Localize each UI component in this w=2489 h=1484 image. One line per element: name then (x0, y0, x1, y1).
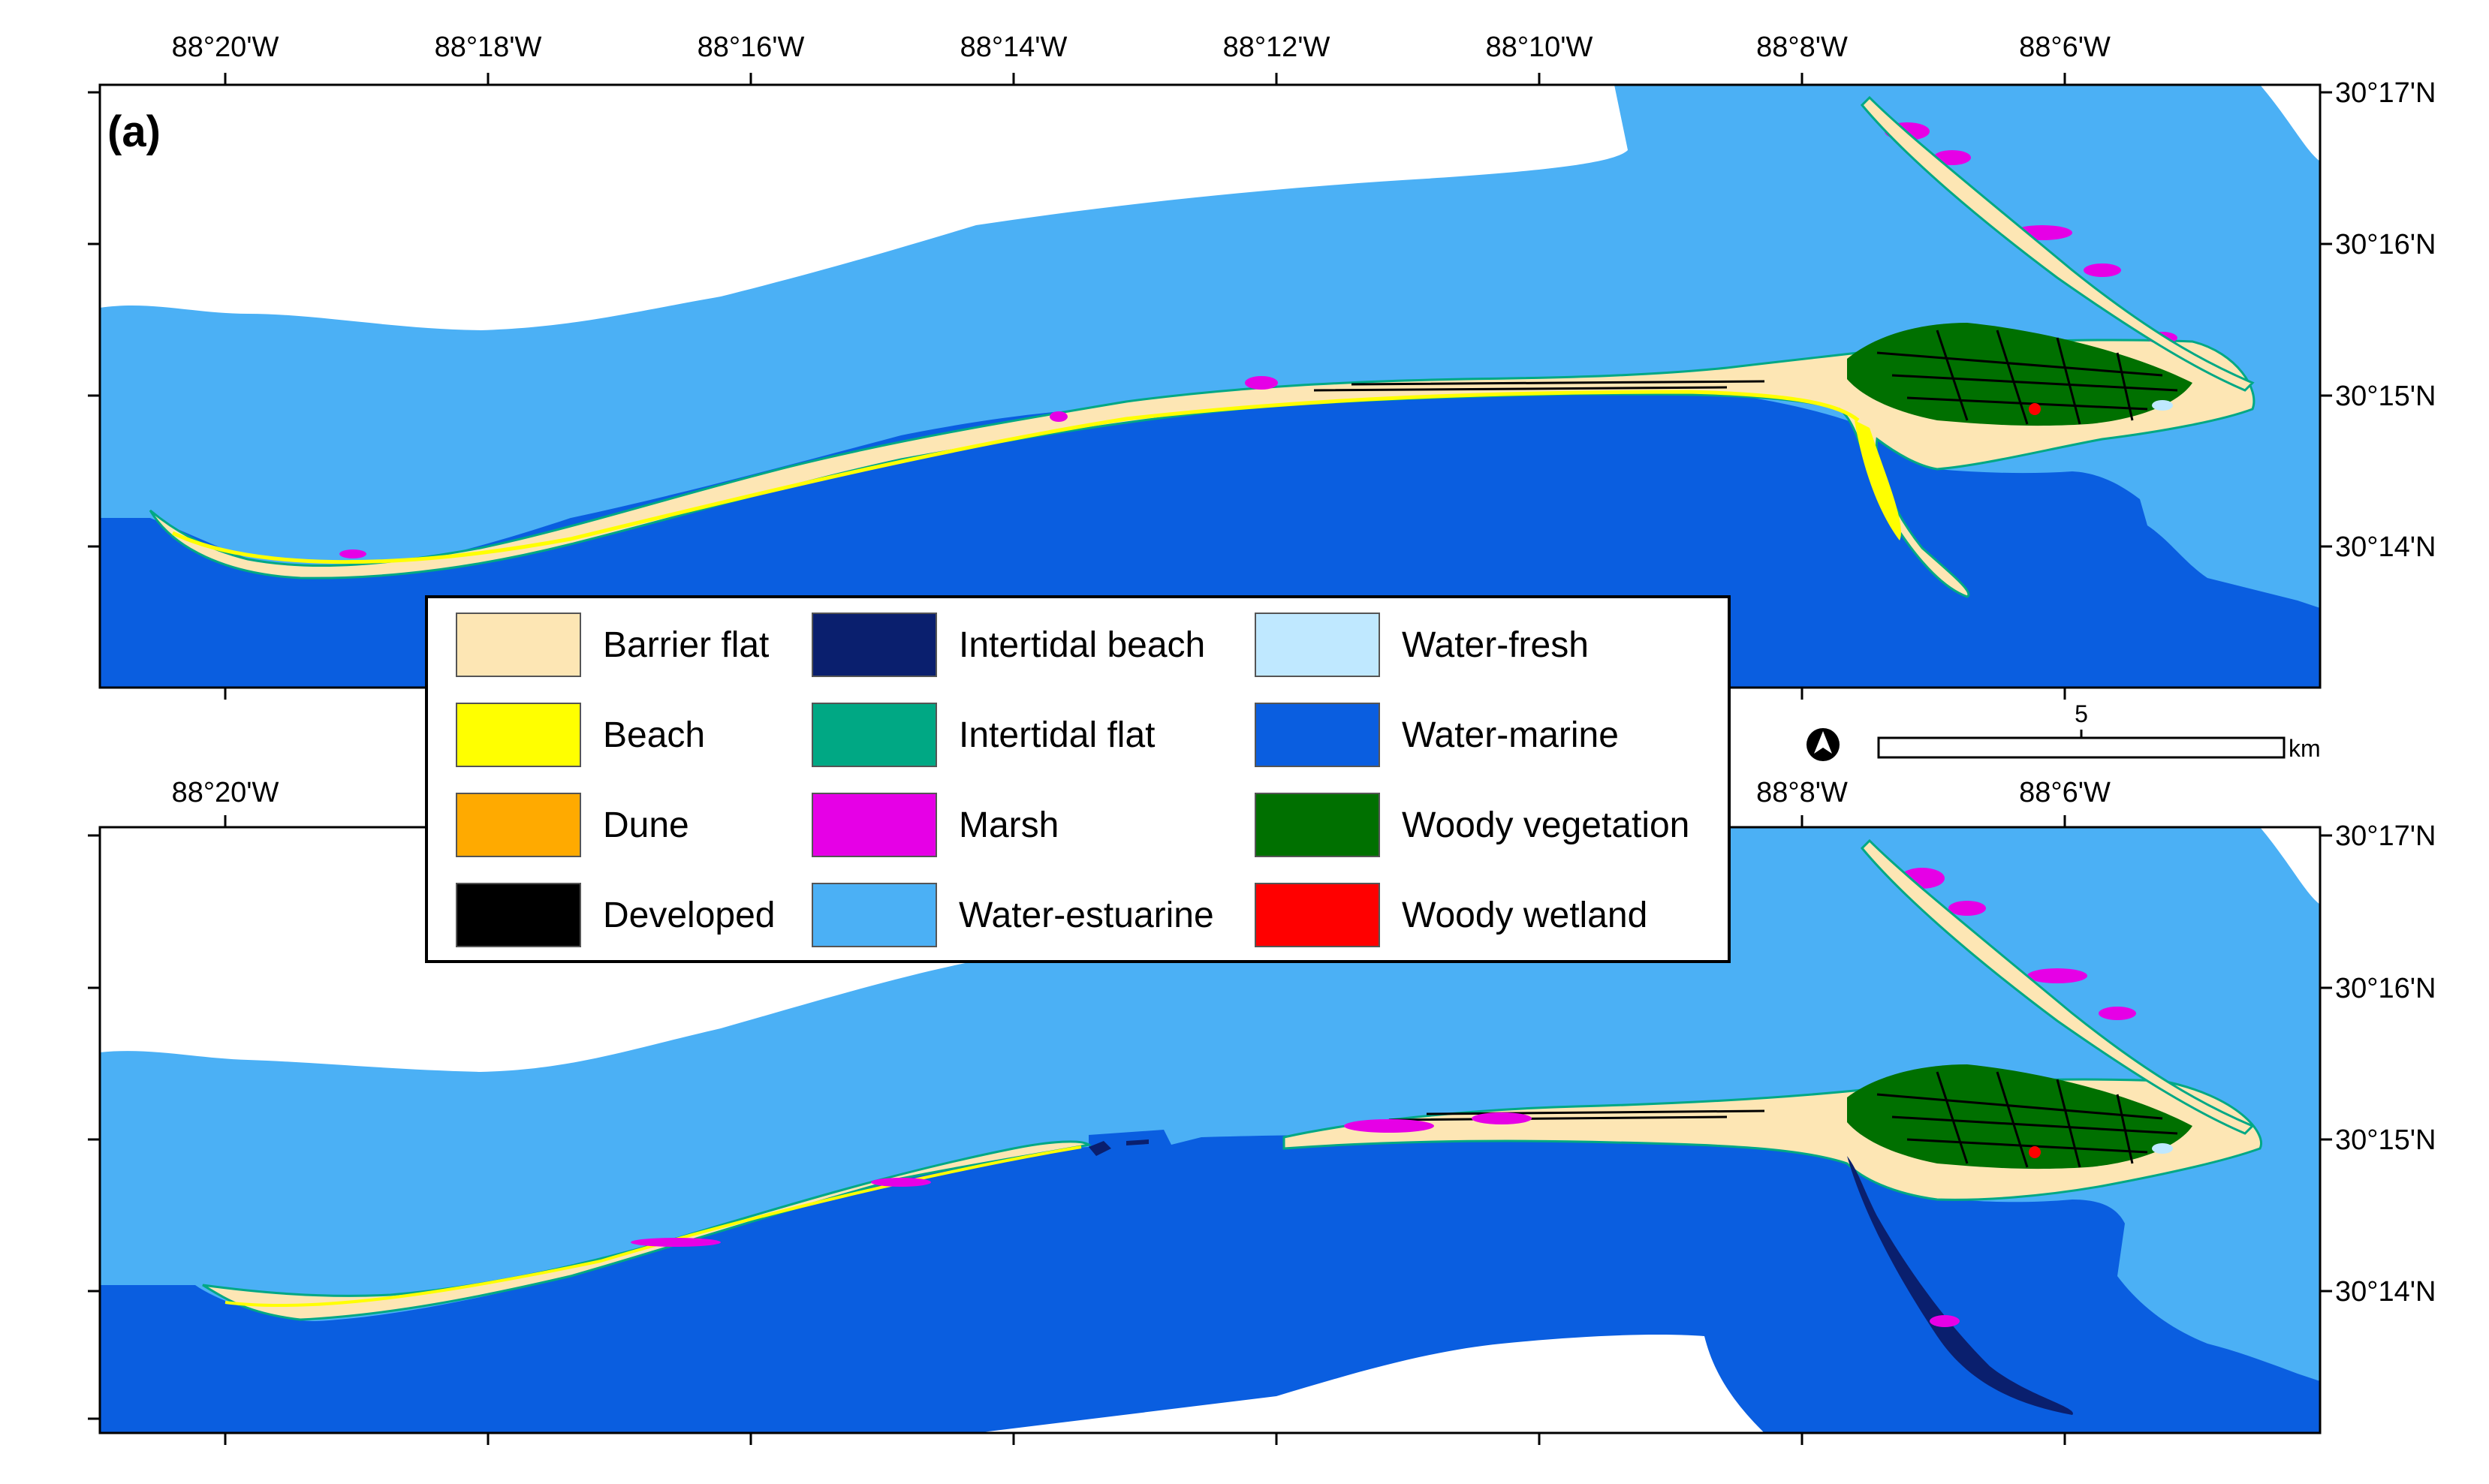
lat-label: 30°14'N (2335, 531, 2436, 563)
lat-label: 30°17'N (2335, 820, 2436, 852)
legend-swatch (812, 883, 937, 947)
legend-label: Dune (603, 805, 689, 845)
legend-swatch (456, 613, 581, 677)
lon-labels-b: 88°20'W 88°8'W 88°6'W (172, 777, 2111, 808)
legend-swatch (1255, 793, 1380, 857)
axis-ticks-b (88, 815, 2332, 1445)
lat-label: 30°16'N (2335, 229, 2436, 260)
scale-bar: 5 km (1877, 700, 2321, 762)
scale-bar-value: 5 (2075, 700, 2088, 727)
lon-label: 88°8'W (1756, 32, 1848, 63)
intertidal-beach-west-b (1089, 1139, 1149, 1156)
lat-label: 30°17'N (2335, 77, 2436, 109)
developed-areas-a (1313, 330, 2178, 425)
legend-swatch (456, 883, 581, 947)
water-fresh-pond-a (2152, 400, 2173, 411)
woody-wetland-patch-a (2029, 403, 2041, 415)
legend-label: Beach (603, 715, 705, 755)
legend-swatch (1255, 703, 1380, 767)
water-marine-region (100, 1130, 2320, 1433)
legend-label: Water-fresh (1402, 625, 1589, 665)
map-legend: Barrier flat Beach Dune Developed Intertidal… (425, 595, 1731, 963)
legend-label: Developed (603, 896, 776, 935)
woody-vegetation-b (1847, 1064, 2192, 1169)
lon-label: 88°10'W (1486, 32, 1593, 63)
legend-label: Woody wetland (1402, 896, 1647, 935)
north-arrow-icon (1806, 728, 1840, 761)
legend-label: Water-estuarine (959, 896, 1214, 935)
legend-swatch (456, 703, 581, 767)
intertidal-beach-spit-b (1847, 1156, 2073, 1415)
lat-label: 30°14'N (2335, 1276, 2436, 1308)
legend-label: Intertidal beach (959, 625, 1205, 665)
beach-spit-a (1855, 420, 1901, 540)
water-fresh-pond-b (2152, 1143, 2173, 1154)
lat-label: 30°16'N (2335, 973, 2436, 1004)
lat-labels-b: 30°17'N 30°16'N 30°15'N 30°14'N (2335, 820, 2436, 1308)
panel-label: (a) (107, 107, 161, 156)
lon-label: 88°6'W (2019, 32, 2111, 63)
legend-swatch (456, 793, 581, 857)
woody-wetland-patch-b (2029, 1146, 2041, 1158)
legend-swatch (812, 613, 937, 677)
lon-label: 88°16'W (698, 32, 805, 63)
legend-label: Barrier flat (603, 625, 769, 665)
lon-labels-a: 88°20'W 88°18'W 88°16'W 88°14'W 88°12'W … (172, 32, 2111, 63)
lon-label: 88°14'W (960, 32, 1068, 63)
legend-label: Woody vegetation (1402, 805, 1689, 845)
northern-peninsula-a (1860, 95, 2255, 392)
beach-strip-a (171, 390, 1860, 564)
lon-label: 88°12'W (1223, 32, 1330, 63)
legend-swatch (1255, 613, 1380, 677)
lon-label: 88°20'W (172, 777, 279, 808)
legend-box (425, 595, 1731, 963)
scale-bar-unit: km (2289, 735, 2321, 762)
legend-swatch (812, 793, 937, 857)
lon-label: 88°18'W (435, 32, 542, 63)
lon-label: 88°8'W (1756, 777, 1848, 808)
developed-areas-b (1388, 1071, 2178, 1168)
northern-peninsula-b (1860, 838, 2255, 1135)
lon-label: 88°20'W (172, 32, 279, 63)
legend-swatch (1255, 883, 1380, 947)
legend-label: Water-marine (1402, 715, 1619, 755)
lat-labels-a: 30°17'N 30°16'N 30°15'N 30°14'N (2335, 77, 2436, 563)
beach-strip-b (224, 1145, 1082, 1308)
lat-label: 30°15'N (2335, 1124, 2436, 1156)
lat-label: 30°15'N (2335, 381, 2436, 412)
lon-label: 88°6'W (2019, 777, 2111, 808)
legend-swatch (812, 703, 937, 767)
legend-label: Intertidal flat (959, 715, 1155, 755)
legend-label: Marsh (959, 805, 1059, 845)
